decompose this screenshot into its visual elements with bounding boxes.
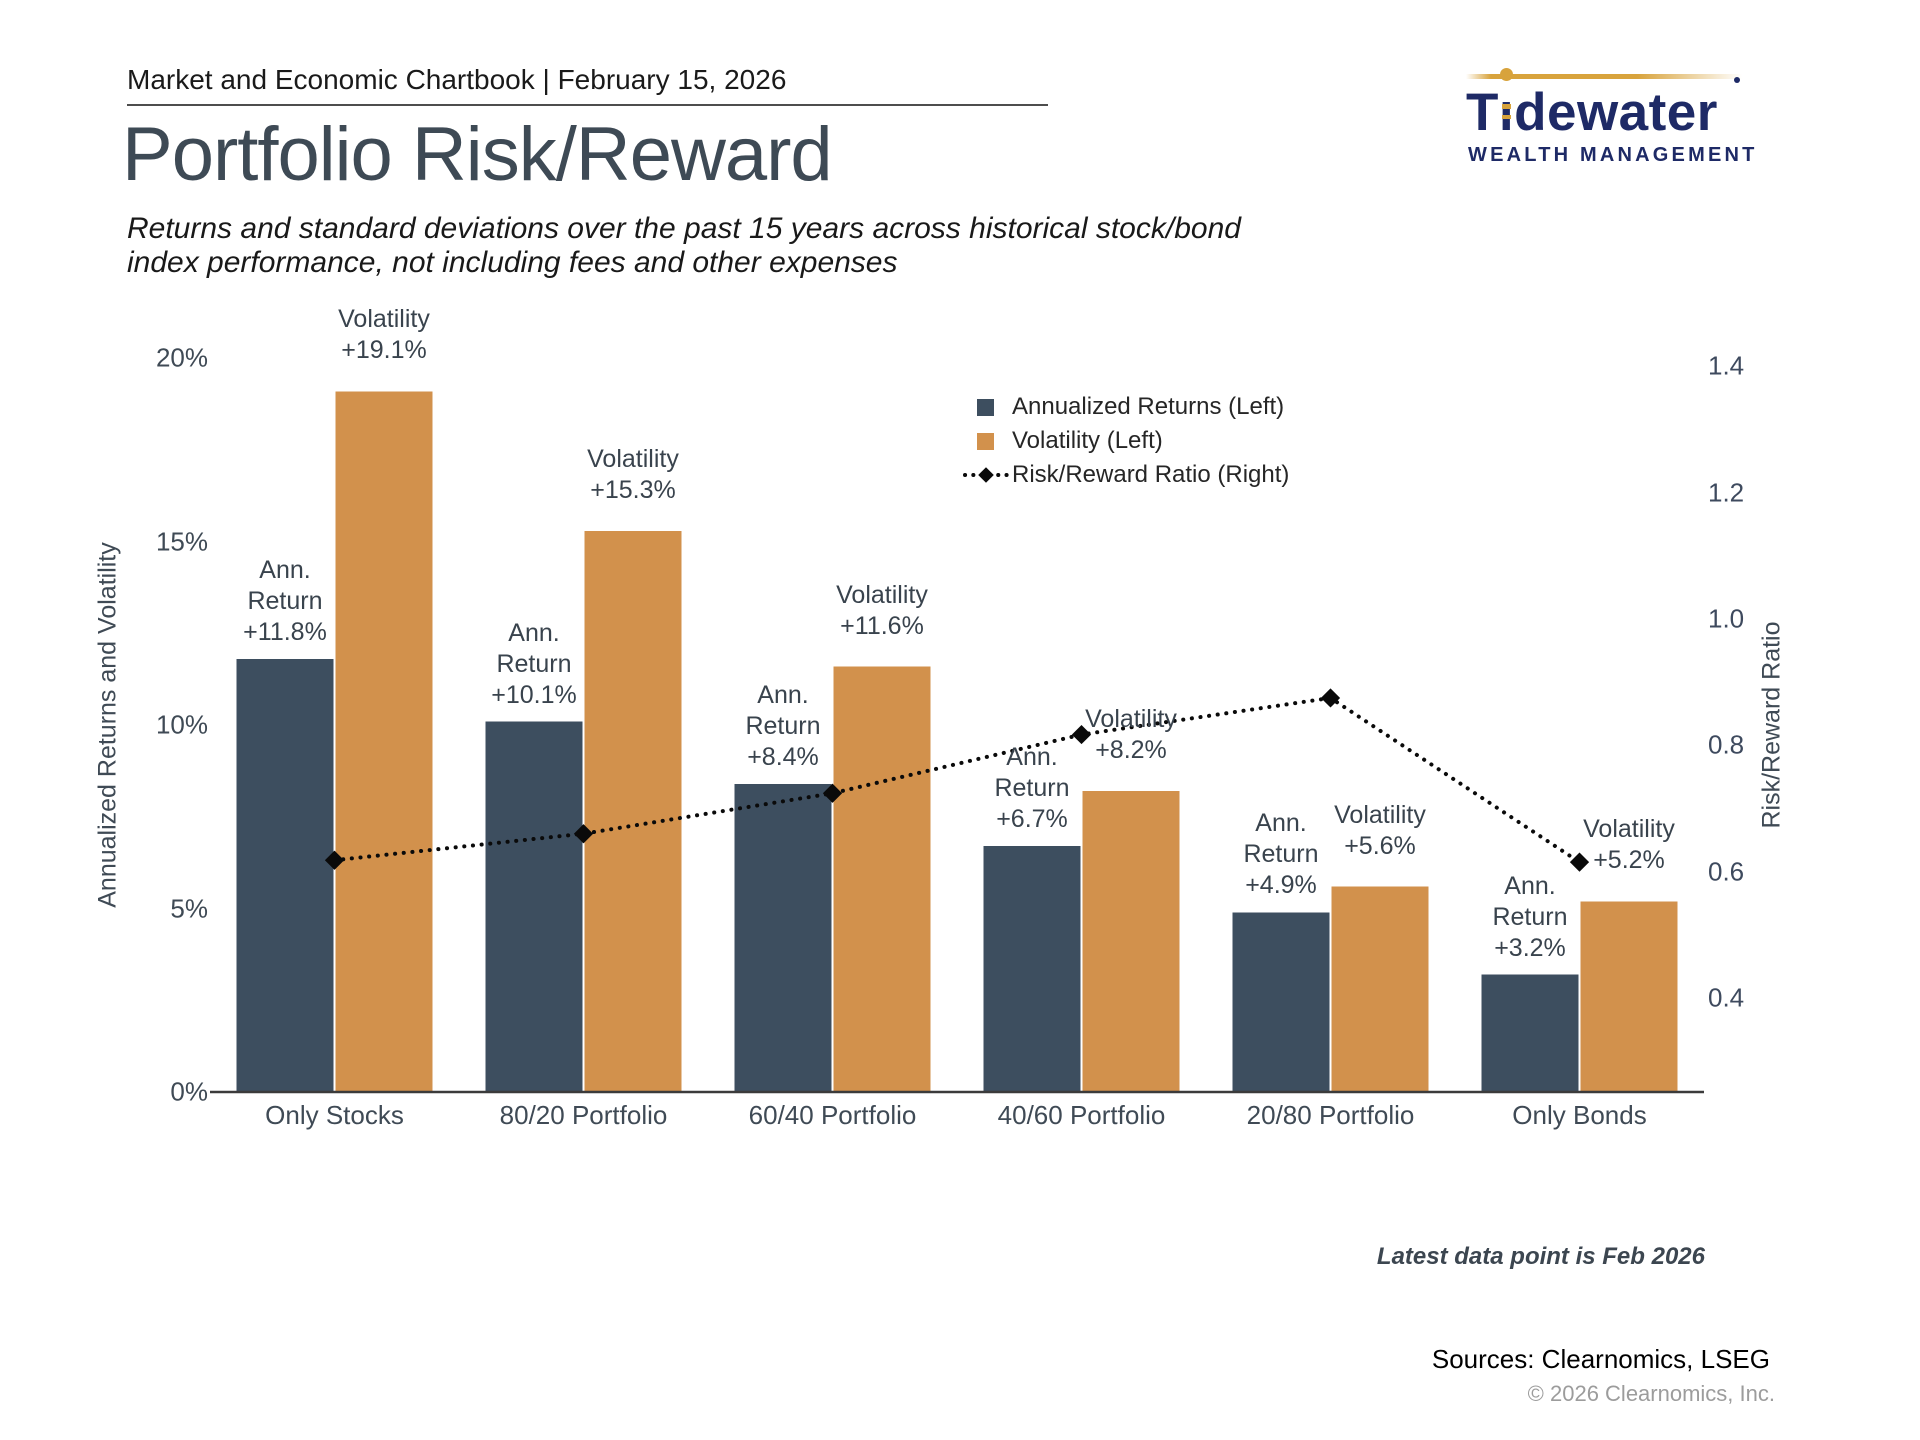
- legend-item-ratio: Risk/Reward Ratio (Right): [963, 458, 1289, 492]
- tidewater-logo: Tıdewater WEALTH MANAGEMENT: [1466, 52, 1756, 172]
- returns-bar: [236, 659, 334, 1092]
- volatility-bar: [1331, 886, 1429, 1092]
- chartbook-header: Market and Economic Chartbook | February…: [127, 64, 787, 95]
- latest-data-annotation: Latest data point is Feb 2026: [1376, 1243, 1705, 1270]
- lighthouse-band-icon: [1502, 104, 1511, 109]
- ratio-diamond-marker: [1071, 724, 1092, 745]
- volatility-bar: [335, 391, 433, 1092]
- dashed-diamond-line-icon: [963, 467, 1009, 483]
- legend-marker: [963, 467, 1012, 483]
- page-title: Portfolio Risk/Reward: [122, 112, 833, 197]
- volatility-bar: [1580, 901, 1678, 1092]
- beam-end-dot-icon: [1734, 77, 1740, 83]
- chart-legend: Annualized Returns (Left) Volatility (Le…: [963, 390, 1289, 492]
- sources-line: Sources: Clearnomics, LSEG: [1431, 1344, 1770, 1374]
- legend-item-volatility: Volatility (Left): [963, 424, 1289, 458]
- volatility-bar: [584, 530, 682, 1092]
- legend-label: Volatility (Left): [1012, 427, 1163, 454]
- ratio-line: [332, 695, 1582, 865]
- volatility-bar: [833, 666, 931, 1092]
- subtitle-line-1: Returns and standard deviations over the…: [127, 212, 1241, 245]
- returns-bar: [485, 721, 583, 1092]
- volatility-swatch-icon: [977, 432, 994, 450]
- volatility-bar: [1082, 791, 1180, 1092]
- returns-bar: [734, 783, 832, 1092]
- legend-label: Annualized Returns (Left): [1012, 393, 1285, 420]
- page-subtitle: Returns and standard deviations over the…: [127, 212, 1241, 280]
- lighthouse-ball-icon: [1500, 68, 1513, 81]
- returns-swatch-icon: [977, 398, 994, 416]
- legend-marker: [963, 432, 1012, 450]
- legend-label: Risk/Reward Ratio (Right): [1012, 461, 1290, 488]
- logo-wordmark: Tıdewater: [1466, 83, 1718, 142]
- legend-marker: [963, 398, 1012, 416]
- ratio-diamond-marker: [1320, 688, 1341, 708]
- ratio-diamond-marker: [1569, 852, 1590, 872]
- returns-bar: [1481, 974, 1579, 1092]
- returns-bar: [1232, 912, 1330, 1092]
- lighthouse-beam-icon: [1466, 74, 1742, 79]
- returns-bar: [983, 846, 1081, 1092]
- logo-tagline: WEALTH MANAGEMENT: [1468, 144, 1758, 166]
- header-divider: [127, 104, 1048, 106]
- copyright-line: © 2026 Clearnomics, Inc.: [1527, 1381, 1775, 1406]
- legend-item-returns: Annualized Returns (Left): [963, 390, 1289, 424]
- subtitle-line-2: index performance, not including fees an…: [127, 246, 898, 279]
- lighthouse-band-icon: [1502, 115, 1511, 119]
